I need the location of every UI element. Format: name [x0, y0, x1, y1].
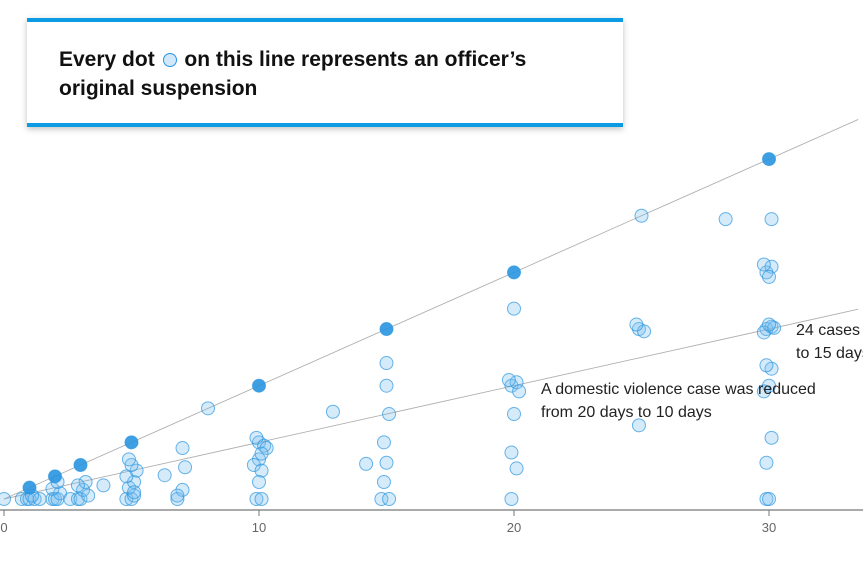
- reduced-suspension-dot: [325, 404, 340, 419]
- reduced-suspension-dot: [63, 492, 78, 506]
- chart-title: Every dot on this line represents an off…: [59, 45, 591, 103]
- reduced-suspension-dot: [252, 475, 266, 490]
- reduced-suspension-dot: [170, 488, 185, 503]
- reduced-suspension-dot: [157, 468, 172, 483]
- reduced-suspension-dot: [762, 269, 776, 284]
- reduced-suspension-dot: [509, 375, 524, 390]
- reduced-suspension-dot: [374, 492, 389, 506]
- reduced-suspension-dot: [376, 475, 391, 490]
- reduced-suspension-dot: [759, 455, 774, 470]
- reduced-suspension-dot: [756, 257, 771, 272]
- x-tick-label: 0: [0, 520, 7, 535]
- reduced-suspension-dot: [718, 212, 733, 227]
- annotation-line: from 20 days to 10 days: [541, 404, 712, 421]
- reduced-suspension-dot: [756, 325, 771, 340]
- reduced-suspension-dot: [70, 478, 85, 493]
- reduced-suspension-dot: [254, 463, 269, 478]
- reduced-suspension-dot: [254, 492, 269, 506]
- reduced-suspension-dot: [254, 446, 269, 461]
- reduced-suspension-dot: [201, 401, 215, 416]
- reduced-suspension-dot: [379, 455, 394, 470]
- annotation-domestic-violence: A domestic violence case was reduced fro…: [541, 378, 816, 424]
- title-before-icon: Every dot: [59, 48, 155, 71]
- reduced-suspension-dot: [764, 212, 779, 227]
- reduced-suspension-dot: [175, 482, 190, 497]
- reduced-suspension-dot: [762, 317, 776, 332]
- reduced-suspension-dot: [257, 438, 272, 453]
- reduced-suspension-dot: [127, 475, 142, 490]
- original-suspension-dot: [22, 480, 37, 495]
- annotation-line: 24 cases: [796, 322, 861, 339]
- x-tick-label: 10: [252, 520, 266, 535]
- reduced-suspension-dot: [756, 384, 771, 399]
- reduced-suspension-dot: [73, 492, 88, 506]
- reference-line: [3, 308, 859, 500]
- reduced-suspension-dot: [379, 356, 394, 371]
- reduced-suspension-dot: [129, 463, 144, 478]
- reduced-suspension-dot: [634, 208, 649, 223]
- original-suspension-dot: [124, 435, 139, 450]
- reduced-suspension-dot: [127, 485, 142, 500]
- reduced-suspension-dot: [507, 301, 521, 316]
- reduced-suspension-dot: [759, 358, 774, 373]
- reduced-suspension-dot: [509, 461, 524, 476]
- reduced-suspension-dot: [764, 430, 779, 445]
- reduced-suspension-dot: [382, 492, 397, 506]
- reduced-suspension-dot: [504, 492, 519, 506]
- reduced-suspension-dot: [359, 456, 374, 471]
- reduced-suspension-dot: [631, 418, 646, 433]
- reduced-suspension-dot: [81, 488, 96, 503]
- reduced-suspension-dot: [507, 407, 521, 422]
- title-after-icon: on this line represents an officer’s ori…: [59, 48, 527, 100]
- reduced-suspension-dot: [175, 441, 190, 456]
- annotation-line: to 15 days: [796, 345, 863, 362]
- reduced-suspension-dot: [382, 407, 397, 422]
- reduced-suspension-dot: [96, 478, 111, 493]
- original-suspension-dot: [507, 265, 521, 280]
- reduced-suspension-dot: [121, 452, 136, 467]
- reduced-suspension-dot: [501, 373, 516, 388]
- reduced-suspension-dot: [127, 488, 142, 503]
- reduced-suspension-dot: [78, 475, 93, 490]
- annotation-24-cases: 24 cases to 15 days: [796, 319, 863, 365]
- reduced-suspension-dot: [178, 460, 193, 475]
- reduced-suspension-dot: [762, 378, 776, 393]
- reduced-suspension-dot: [504, 445, 519, 460]
- original-suspension-dot: [73, 458, 88, 473]
- reduced-suspension-dot: [512, 384, 527, 399]
- reduced-suspension-dot: [246, 458, 261, 473]
- annotation-line: A domestic violence case was reduced: [541, 381, 816, 398]
- reduced-suspension-dot: [249, 492, 264, 506]
- title-card: Every dot on this line represents an off…: [27, 18, 623, 127]
- reduced-suspension-dot: [762, 492, 776, 506]
- reduced-suspension-dot: [379, 378, 394, 393]
- original-suspension-dot: [762, 152, 776, 167]
- original-suspension-dot: [379, 322, 394, 337]
- reference-line: [3, 119, 859, 500]
- reduced-suspension-dot: [0, 492, 11, 506]
- reduced-suspension-dot: [629, 317, 644, 332]
- circle-dot-icon: [162, 53, 177, 67]
- original-suspension-dot: [48, 469, 62, 484]
- reduced-suspension-dot: [376, 435, 391, 450]
- reduced-suspension-dot: [259, 441, 274, 456]
- original-suspension-dot: [252, 378, 266, 393]
- x-tick-label: 20: [507, 520, 521, 535]
- x-tick-label: 30: [762, 520, 776, 535]
